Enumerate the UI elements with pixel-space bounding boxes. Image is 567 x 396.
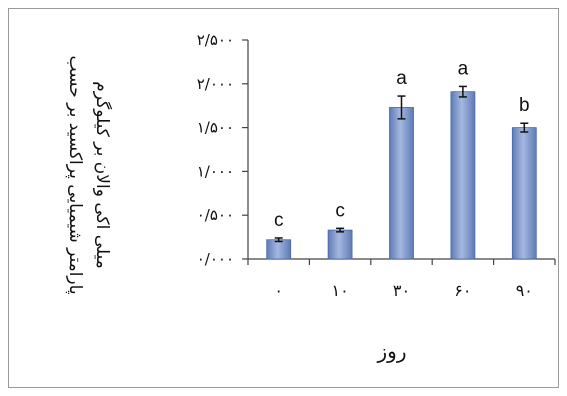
- y-tick-label: ۱/۰۰۰: [197, 162, 234, 180]
- x-tick-label: ۰: [274, 281, 283, 300]
- significance-letter: c: [335, 200, 345, 221]
- significance-letter: a: [396, 68, 407, 89]
- bar: [266, 239, 292, 260]
- y-tick-label: ۰/۰۰۰: [197, 250, 234, 268]
- x-axis-title: روز: [377, 339, 407, 363]
- bar: [450, 91, 476, 260]
- plot-area: ۰/۰۰۰ ۰/۵۰۰ ۱/۰۰۰ ۱/۵۰۰ ۲/۰۰۰ ۲/۵۰۰ c ۰ c ۱۰ a ۳۰ a ۶…: [197, 31, 556, 300]
- significance-letter: c: [274, 210, 284, 231]
- x-tick-label: ۱۰: [332, 281, 349, 300]
- x-tick-label: ۹۰: [516, 281, 533, 300]
- y-tick-label: ۲/۰۰۰: [197, 75, 234, 93]
- y-tick-label: ۰/۵۰۰: [197, 206, 234, 224]
- bar: [389, 107, 414, 260]
- bar: [511, 127, 537, 260]
- x-tick-label: ۳۰: [393, 281, 410, 300]
- y-axis-title-line-1: پارامتر شیمیایی پراکسید بر حسب: [65, 55, 85, 294]
- significance-letter: a: [458, 58, 469, 79]
- y-axis-title-line-2: میلی اکی والان بر کیلوگرم: [92, 81, 113, 269]
- x-tick-label: ۶۰: [454, 281, 471, 300]
- y-tick-label: ۲/۵۰۰: [197, 31, 234, 49]
- y-axis-title: پارامتر شیمیایی پراکسید بر حسب میلی اکی …: [65, 55, 113, 294]
- bar: [327, 229, 353, 260]
- significance-letter: b: [519, 95, 530, 116]
- y-tick-label: ۱/۵۰۰: [197, 119, 234, 137]
